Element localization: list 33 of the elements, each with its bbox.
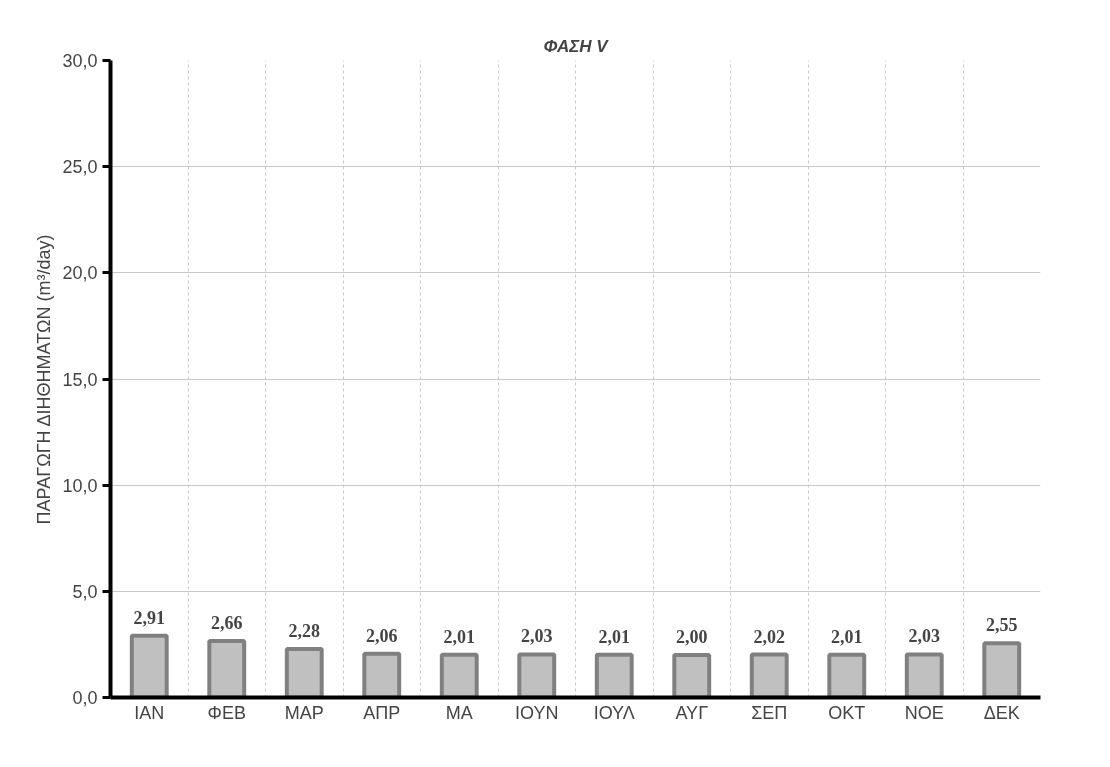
x-tick-label: ΝΟΕ bbox=[904, 702, 944, 723]
data-label: 2,01 bbox=[443, 626, 475, 647]
x-tick-label: ΙΟΥΛ bbox=[593, 702, 635, 723]
data-label: 2,03 bbox=[908, 626, 940, 647]
data-label: 2,03 bbox=[521, 626, 553, 647]
x-tick-label: ΔΕΚ bbox=[983, 702, 1020, 723]
x-tick-label: ΙΟΥΝ bbox=[515, 702, 559, 723]
data-label: 2,06 bbox=[366, 625, 398, 646]
y-tick-label: 25,0 bbox=[62, 157, 98, 178]
x-tick-label: ΜΑΡ bbox=[284, 702, 324, 723]
data-label: 2,91 bbox=[133, 607, 165, 628]
x-tick-label: ΑΠΡ bbox=[363, 702, 401, 723]
data-label: 2,00 bbox=[676, 627, 708, 648]
y-tick-label: 15,0 bbox=[62, 369, 98, 390]
chart-title: ΦΑΣΗ V bbox=[543, 36, 610, 56]
x-tick-label: ΦΕΒ bbox=[207, 702, 246, 723]
y-tick-label: 0,0 bbox=[72, 688, 98, 708]
y-axis-title: ΠΑΡΑΓΩΓΗ ΔΙΗΘΗΜΑΤΩΝ (m³/day) bbox=[34, 234, 55, 525]
data-label: 2,66 bbox=[211, 613, 243, 634]
y-tick-label: 30,0 bbox=[62, 51, 98, 71]
data-label: 2,28 bbox=[288, 621, 320, 642]
x-tick-label: ΣΕΠ bbox=[751, 702, 788, 723]
data-label: 2,55 bbox=[986, 615, 1018, 636]
data-label: 2,01 bbox=[598, 626, 630, 647]
data-label: 2,02 bbox=[753, 626, 785, 647]
y-tick-label: 10,0 bbox=[62, 475, 98, 496]
y-tick-label: 5,0 bbox=[72, 581, 98, 602]
data-label: 2,01 bbox=[831, 626, 863, 647]
x-tick-label: ΑΥΓ bbox=[675, 702, 709, 723]
x-tick-label: ΜΑ bbox=[445, 702, 473, 723]
y-tick-label: 20,0 bbox=[62, 263, 98, 284]
x-tick-label: ΟΚΤ bbox=[828, 702, 866, 723]
x-tick-label: ΙΑΝ bbox=[134, 702, 165, 723]
